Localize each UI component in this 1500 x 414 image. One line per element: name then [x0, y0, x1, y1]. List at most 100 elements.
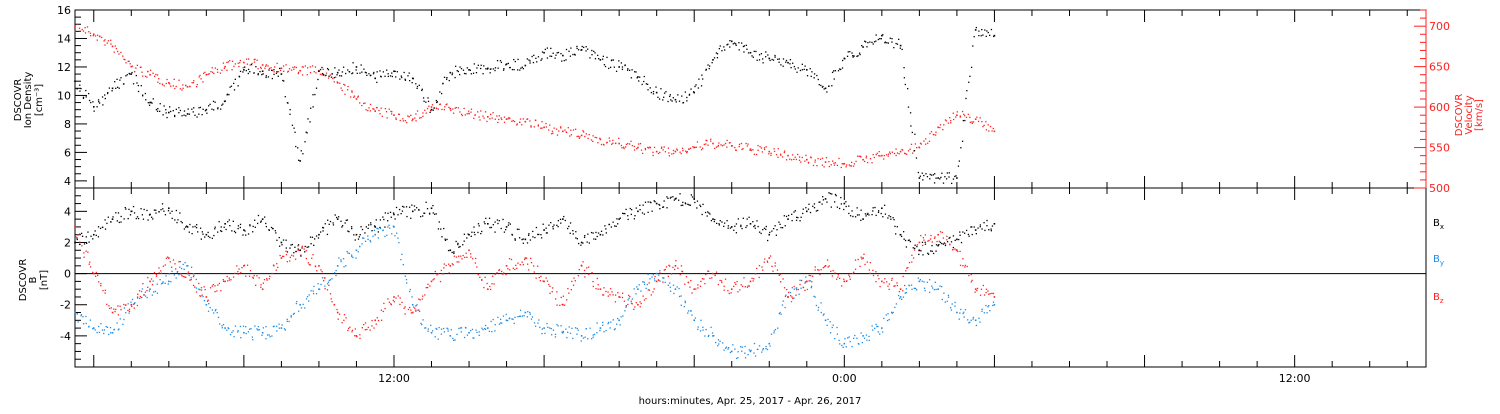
bz-point [962, 258, 964, 260]
bx-point [896, 226, 898, 228]
bx-point [217, 231, 219, 233]
by-point [146, 296, 148, 299]
bx-point [313, 244, 315, 246]
bz-point [447, 263, 450, 265]
bz-point [88, 263, 90, 265]
bz-point [617, 292, 619, 294]
bx-point [317, 237, 320, 239]
bx-point [260, 221, 262, 223]
bx-point [775, 234, 778, 236]
bz-point [333, 303, 336, 306]
bx-point [630, 213, 632, 216]
bx-point [104, 219, 106, 221]
bz-point [704, 282, 706, 285]
by-point [949, 307, 952, 309]
by-point [315, 293, 318, 295]
bz-point [625, 305, 627, 307]
velocity-point [165, 82, 167, 85]
bx-point [426, 208, 429, 210]
bz-point [899, 288, 902, 290]
bx-point [952, 235, 955, 237]
by-point [501, 322, 503, 324]
bz-point [434, 270, 436, 273]
bx-point [602, 234, 604, 236]
by-point [361, 237, 364, 239]
by-point [817, 306, 820, 309]
by-point [471, 328, 474, 331]
bz-point [808, 280, 810, 282]
velocity-point [324, 75, 326, 77]
bx-point [505, 226, 508, 228]
bx-point [619, 217, 621, 219]
density-point [677, 94, 679, 96]
by-point [431, 330, 434, 332]
density-point [522, 68, 525, 70]
by-point [281, 324, 283, 326]
bx-point [196, 224, 198, 226]
velocity-point [490, 113, 492, 116]
velocity-point [734, 146, 736, 149]
bx-point [808, 203, 810, 205]
bz-point [938, 240, 940, 242]
velocity-point [717, 144, 720, 147]
by-point [188, 274, 190, 277]
bz-point [929, 238, 932, 240]
velocity-point [380, 107, 382, 109]
by-point [662, 277, 664, 279]
velocity-point [679, 151, 681, 153]
density-point [142, 95, 144, 97]
bx-point [623, 212, 625, 215]
bx-point [718, 223, 720, 225]
velocity-point [817, 157, 819, 160]
velocity-point [630, 140, 632, 142]
bx-point [214, 228, 216, 230]
density-point [852, 56, 854, 58]
bx-point [986, 219, 988, 222]
bz-point [650, 294, 652, 296]
density-point [682, 101, 685, 104]
density-point [889, 37, 891, 39]
bz-point [228, 279, 231, 281]
bx-point [794, 210, 797, 212]
density-point [641, 83, 643, 86]
density-point [249, 71, 251, 73]
by-point [226, 329, 228, 331]
velocity-point [909, 148, 911, 150]
density-point [621, 68, 624, 70]
density-point [615, 70, 618, 72]
bx-point [453, 252, 455, 255]
by-point [935, 288, 937, 291]
by-point [861, 341, 864, 344]
bx-point [264, 216, 266, 218]
by-point [384, 235, 386, 238]
density-point [574, 54, 576, 56]
bx-point [805, 210, 808, 213]
velocity-point [609, 140, 611, 142]
by-point [646, 283, 648, 286]
velocity-point [353, 96, 355, 98]
bz-point [602, 294, 605, 296]
density-point [97, 99, 100, 101]
density-point [613, 66, 616, 68]
bz-point [380, 309, 383, 311]
bx-point [280, 241, 283, 244]
velocity-point [879, 155, 881, 157]
bx-point [487, 223, 489, 225]
bz-point [664, 268, 666, 271]
bz-point [224, 280, 226, 283]
velocity-point [889, 152, 891, 155]
velocity-point [781, 156, 784, 158]
by-point [269, 336, 271, 338]
bx-point [667, 197, 669, 200]
by-point [162, 282, 164, 284]
bx-point [430, 207, 433, 210]
bz-point [187, 271, 190, 273]
bz-point [153, 271, 156, 274]
by-point [497, 316, 499, 319]
by-point [887, 313, 889, 315]
by-point [978, 317, 980, 319]
bx-point [741, 227, 743, 230]
bz-point [635, 301, 637, 304]
bz-point [719, 279, 721, 282]
bx-point [973, 226, 975, 228]
